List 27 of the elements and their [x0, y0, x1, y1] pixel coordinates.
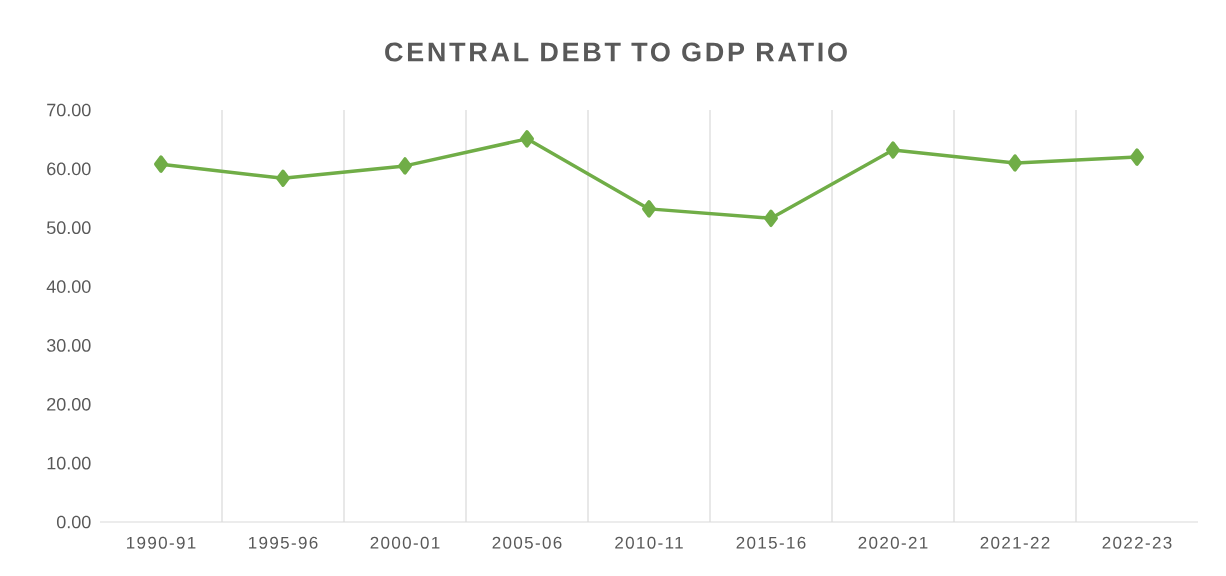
- y-tick-label: 0.00: [56, 515, 91, 529]
- x-tick-label: 2010-11: [615, 536, 683, 549]
- x-tick-label: 1995-96: [249, 536, 318, 549]
- x-tick-label: 2015-16: [736, 536, 806, 549]
- y-tick-label: 60.00: [47, 162, 91, 176]
- x-tick-label: 2005-06: [492, 536, 562, 549]
- point: [1130, 148, 1144, 166]
- y-tick-label: 40.00: [46, 280, 91, 293]
- y-tick-label: 10.00: [47, 456, 91, 470]
- x-tick-label: 1990-91: [127, 536, 196, 549]
- y-tick-label: 50.00: [46, 221, 91, 235]
- y-tick-label: 30.00: [46, 339, 91, 352]
- y-tick-label: 20.00: [47, 397, 91, 411]
- point: [642, 200, 656, 218]
- x-tick-label: 2020-21: [858, 536, 928, 549]
- y-tick-label: 70.00: [47, 103, 91, 117]
- point: [764, 209, 778, 228]
- point: [886, 141, 900, 159]
- point: [520, 130, 534, 148]
- point: [398, 157, 412, 175]
- point: [1008, 154, 1022, 172]
- chart-title: CENTRAL DEBT TO GDP RATIO: [385, 42, 847, 62]
- x-tick-label: 2022-23: [1102, 536, 1172, 549]
- point: [154, 155, 168, 173]
- x-tick-label: 2000-01: [370, 536, 440, 549]
- point: [276, 169, 290, 188]
- x-tick-label: 2021-22: [980, 536, 1050, 549]
